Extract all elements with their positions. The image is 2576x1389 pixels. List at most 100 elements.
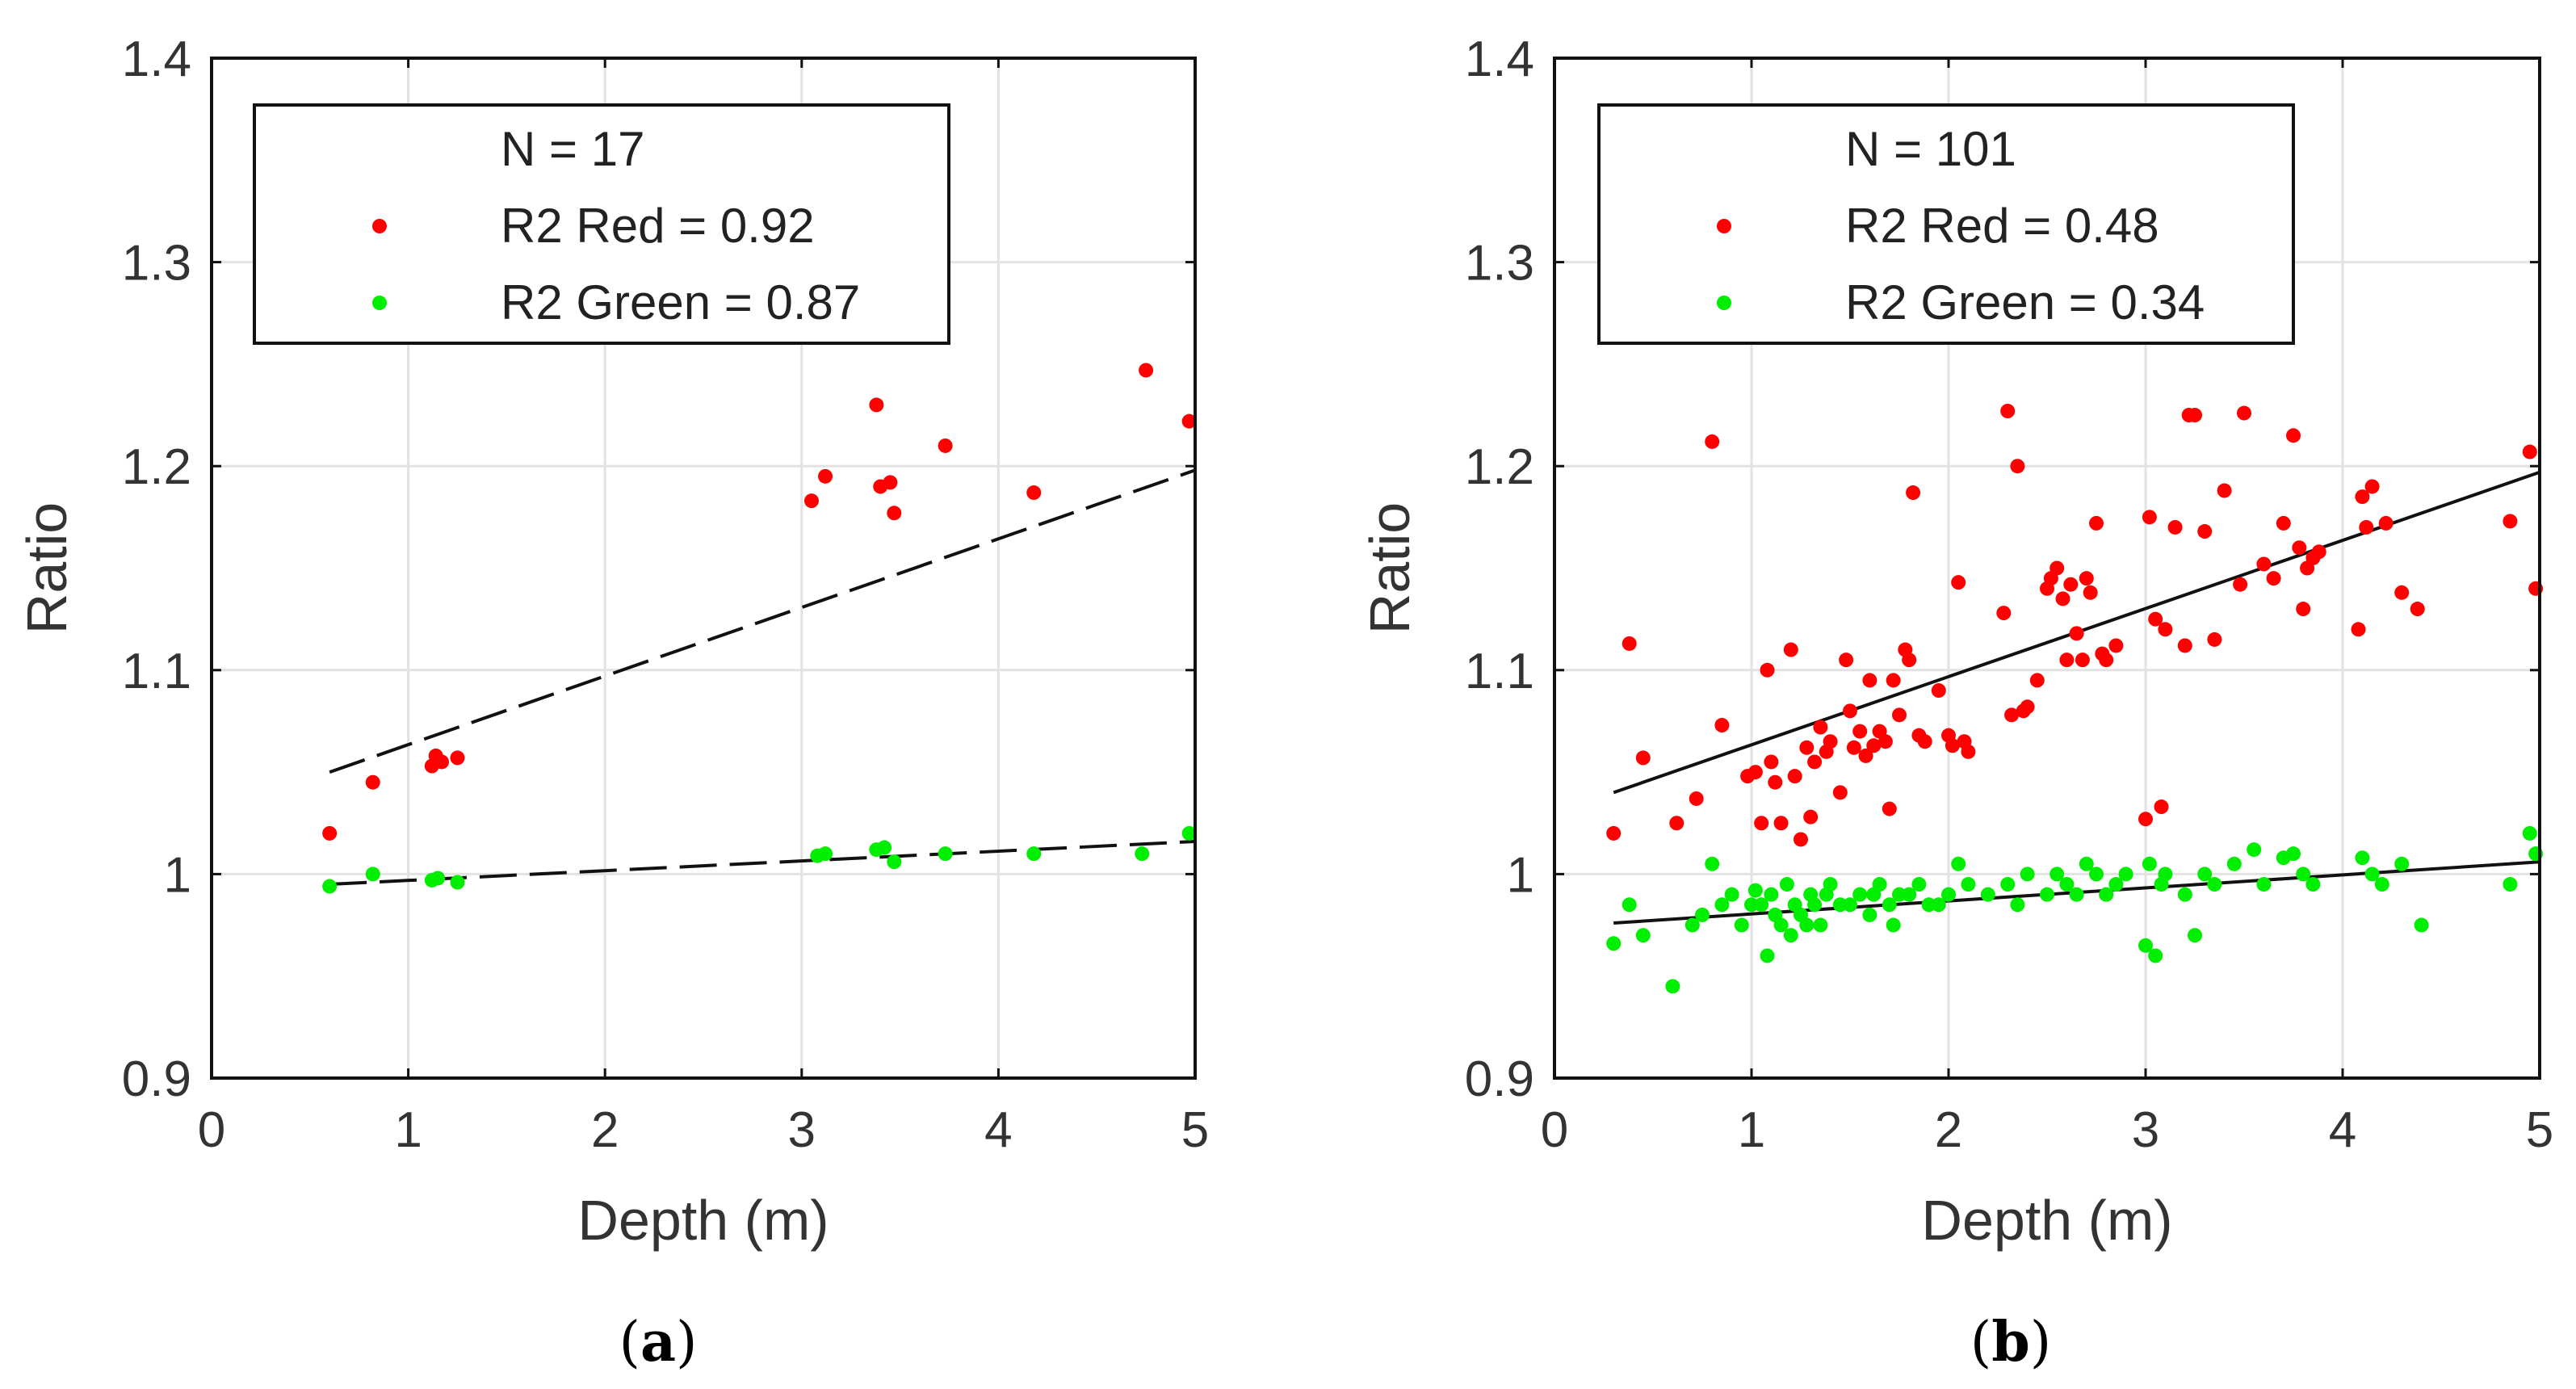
data-point-green bbox=[1135, 846, 1150, 862]
data-point-red bbox=[2276, 515, 2291, 531]
data-point-red bbox=[1996, 606, 2012, 621]
legend-box bbox=[253, 103, 950, 345]
data-point-green bbox=[1026, 846, 1042, 862]
y-tick-label: 1.1 bbox=[1465, 644, 1534, 699]
data-point-red bbox=[2099, 653, 2114, 668]
data-point-green bbox=[1606, 936, 1622, 951]
data-point-red bbox=[2177, 638, 2192, 653]
data-point-green bbox=[2089, 867, 2104, 882]
x-tick-label: 4 bbox=[2329, 1102, 2356, 1158]
data-point-red bbox=[1705, 434, 1720, 449]
y-tick-label: 1.2 bbox=[122, 439, 191, 495]
legend-entry: R2 Red = 0.92 bbox=[501, 199, 815, 253]
data-point-green bbox=[1764, 887, 1779, 902]
legend: N = 17 R2 Red = 0.92 R2 Green = 0.87 bbox=[253, 103, 950, 345]
data-point-green bbox=[2020, 867, 2035, 882]
data-point-green bbox=[1181, 825, 1197, 841]
legend-box bbox=[1597, 103, 2295, 345]
data-point-green bbox=[1705, 856, 1720, 871]
data-point-red bbox=[1839, 653, 1854, 668]
data-point-red bbox=[2049, 560, 2065, 576]
y-tick-label: 1.1 bbox=[122, 644, 191, 699]
data-point-red bbox=[1787, 769, 1802, 784]
data-point-green bbox=[877, 840, 892, 855]
data-point-red bbox=[1866, 738, 1882, 753]
data-point-red bbox=[2167, 519, 2183, 535]
data-point-green bbox=[2158, 867, 2173, 882]
data-point-green bbox=[2079, 856, 2094, 871]
data-point-green bbox=[1813, 917, 1828, 933]
data-point-red bbox=[803, 493, 819, 509]
data-point-red bbox=[1931, 683, 1946, 699]
data-point-red bbox=[2158, 622, 2173, 637]
data-point-red bbox=[2010, 459, 2025, 474]
x-tick-label: 2 bbox=[591, 1102, 619, 1158]
data-point-green bbox=[2503, 877, 2518, 892]
data-point-red bbox=[1714, 718, 1730, 733]
data-point-red bbox=[1794, 832, 1808, 847]
data-point-red bbox=[2069, 626, 2084, 641]
y-tick-label: 0.9 bbox=[122, 1051, 191, 1107]
data-point-red bbox=[1862, 673, 1877, 688]
data-point-red bbox=[2286, 428, 2301, 443]
data-point-red bbox=[887, 506, 902, 521]
panel-caption-letter: a bbox=[640, 1310, 676, 1374]
data-point-red bbox=[2351, 622, 2366, 637]
x-tick-label: 5 bbox=[1181, 1102, 1209, 1158]
data-point-green bbox=[1882, 897, 1897, 913]
data-point-red bbox=[2237, 405, 2251, 421]
y-axis-label: Ratio bbox=[15, 502, 78, 634]
y-tick-label: 1.4 bbox=[122, 31, 191, 87]
x-tick-label: 0 bbox=[198, 1102, 225, 1158]
chart-panel-b: 0 1 2 3 4 5 0.9 1 1.1 1.2 1.3 1.4 Depth (m) Ratio N = … bbox=[1358, 31, 2553, 1374]
data-point-red bbox=[2083, 585, 2098, 600]
data-point-red bbox=[2063, 577, 2079, 592]
data-point-red bbox=[2410, 602, 2425, 617]
data-point-green bbox=[2364, 867, 2380, 882]
data-point-red bbox=[2364, 479, 2380, 494]
panel-caption: (a) bbox=[619, 1310, 697, 1374]
data-point-red bbox=[1823, 734, 1838, 749]
data-point-green bbox=[887, 854, 902, 870]
y-axis-label: Ratio bbox=[1358, 502, 1421, 634]
data-point-red bbox=[1882, 801, 1897, 816]
data-point-green bbox=[450, 875, 465, 890]
data-point-red bbox=[2079, 571, 2094, 586]
y-tick-label: 1.3 bbox=[1465, 236, 1534, 292]
data-point-green bbox=[1714, 897, 1730, 913]
data-point-red bbox=[1902, 653, 1917, 668]
data-point-green bbox=[2207, 877, 2222, 892]
data-point-green bbox=[1747, 883, 1763, 898]
data-point-red bbox=[1832, 785, 1848, 800]
data-point-red bbox=[1807, 754, 1823, 770]
x-tick-label: 3 bbox=[788, 1102, 816, 1158]
data-point-green bbox=[2256, 877, 2272, 892]
data-point-red bbox=[2055, 591, 2070, 606]
data-point-red bbox=[2108, 638, 2124, 653]
legend-marker-red bbox=[1717, 219, 1731, 233]
data-point-red bbox=[938, 438, 953, 453]
data-point-green bbox=[2226, 856, 2242, 871]
data-point-red bbox=[1606, 825, 1622, 841]
data-point-red bbox=[2311, 544, 2326, 560]
data-point-green bbox=[2138, 938, 2153, 953]
data-point-red bbox=[2394, 585, 2410, 600]
data-point-red bbox=[1803, 809, 1819, 825]
data-point-green bbox=[2142, 856, 2157, 871]
data-point-red bbox=[1846, 740, 1861, 755]
legend-header: N = 17 bbox=[501, 122, 644, 176]
legend-marker-red bbox=[372, 219, 387, 233]
data-point-red bbox=[2207, 632, 2222, 647]
data-point-red bbox=[2378, 515, 2393, 531]
x-tick-label: 2 bbox=[1935, 1102, 1962, 1158]
data-point-green bbox=[1635, 928, 1651, 943]
y-tick-label: 1 bbox=[164, 847, 191, 903]
data-point-green bbox=[1823, 877, 1838, 892]
data-point-red bbox=[2359, 519, 2374, 535]
data-point-green bbox=[2305, 877, 2321, 892]
data-point-green bbox=[1622, 897, 1637, 913]
data-point-red bbox=[2020, 699, 2035, 715]
y-tick-label: 0.9 bbox=[1465, 1051, 1534, 1107]
data-point-green bbox=[2000, 877, 2016, 892]
